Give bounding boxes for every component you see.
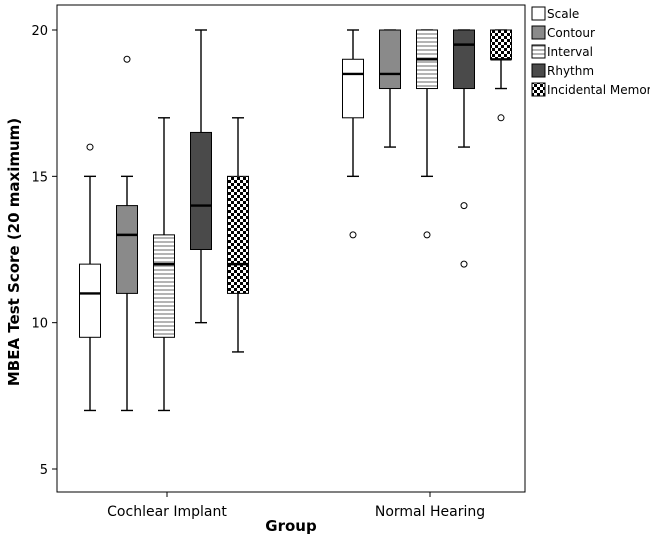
- y-tick-label-10: 10: [31, 317, 48, 332]
- box-body: [453, 29, 475, 90]
- box-scale-1: [342, 29, 364, 239]
- legend-label: Interval: [547, 45, 593, 59]
- box-contour-0: [116, 55, 138, 412]
- legend-item-rhythm: Rhythm: [531, 63, 594, 78]
- outlier-point-0: [349, 231, 357, 239]
- legend-swatch: [531, 63, 546, 78]
- box-body: [342, 58, 364, 119]
- legend-label: Contour: [547, 26, 595, 40]
- outlier-point-0: [123, 55, 131, 63]
- box-scale-0: [79, 143, 101, 412]
- box-body: [379, 29, 401, 90]
- box-incidental-memory-0: [227, 117, 249, 353]
- plot-frame: [56, 4, 526, 493]
- legend-swatch: [531, 25, 546, 40]
- box-body: [490, 29, 512, 60]
- box-incidental-memory-1: [490, 29, 512, 122]
- outlier-point-1: [460, 260, 468, 268]
- box-body: [227, 175, 249, 294]
- x-tick-label-1: Normal Hearing: [375, 504, 485, 520]
- legend-label: Rhythm: [547, 64, 594, 78]
- outlier-point-0: [86, 143, 94, 151]
- box-body: [79, 263, 101, 338]
- y-tick-label-15: 15: [31, 170, 48, 185]
- legend-label: Scale: [547, 7, 579, 21]
- legend-label: Incidental Memory: [547, 83, 650, 97]
- outlier-point-0: [497, 114, 505, 122]
- legend-item-interval: Interval: [531, 44, 593, 59]
- legend-item-scale: Scale: [531, 6, 579, 21]
- boxes-layer: [79, 29, 512, 412]
- box-rhythm-1: [453, 29, 475, 268]
- y-axis-title: MBEA Test Score (20 maximum): [5, 118, 23, 386]
- y-axis: 5 10 15 20: [31, 24, 57, 478]
- x-axis-title: Group: [265, 517, 317, 535]
- box-interval-0: [153, 117, 175, 412]
- x-axis: Cochlear Implant Normal Hearing: [107, 492, 485, 520]
- legend-item-contour: Contour: [531, 25, 595, 40]
- legend-item-incidental-memory: Incidental Memory: [531, 82, 650, 97]
- outlier-point-0: [460, 202, 468, 210]
- box-body: [153, 234, 175, 338]
- box-body: [190, 131, 212, 250]
- legend-swatch: [531, 6, 546, 21]
- y-tick-label-20: 20: [31, 24, 48, 39]
- box-interval-1: [416, 29, 438, 239]
- legend-swatch: [531, 82, 546, 97]
- legend-swatch: [531, 44, 546, 59]
- outlier-point-0: [423, 231, 431, 239]
- y-tick-label-5: 5: [40, 463, 48, 478]
- box-body: [116, 205, 138, 294]
- box-rhythm-0: [190, 29, 212, 324]
- legend: Scale Contour Interval Rhythm Incidental Mem…: [531, 6, 650, 97]
- box-contour-1: [379, 29, 401, 148]
- x-tick-label-0: Cochlear Implant: [107, 504, 227, 520]
